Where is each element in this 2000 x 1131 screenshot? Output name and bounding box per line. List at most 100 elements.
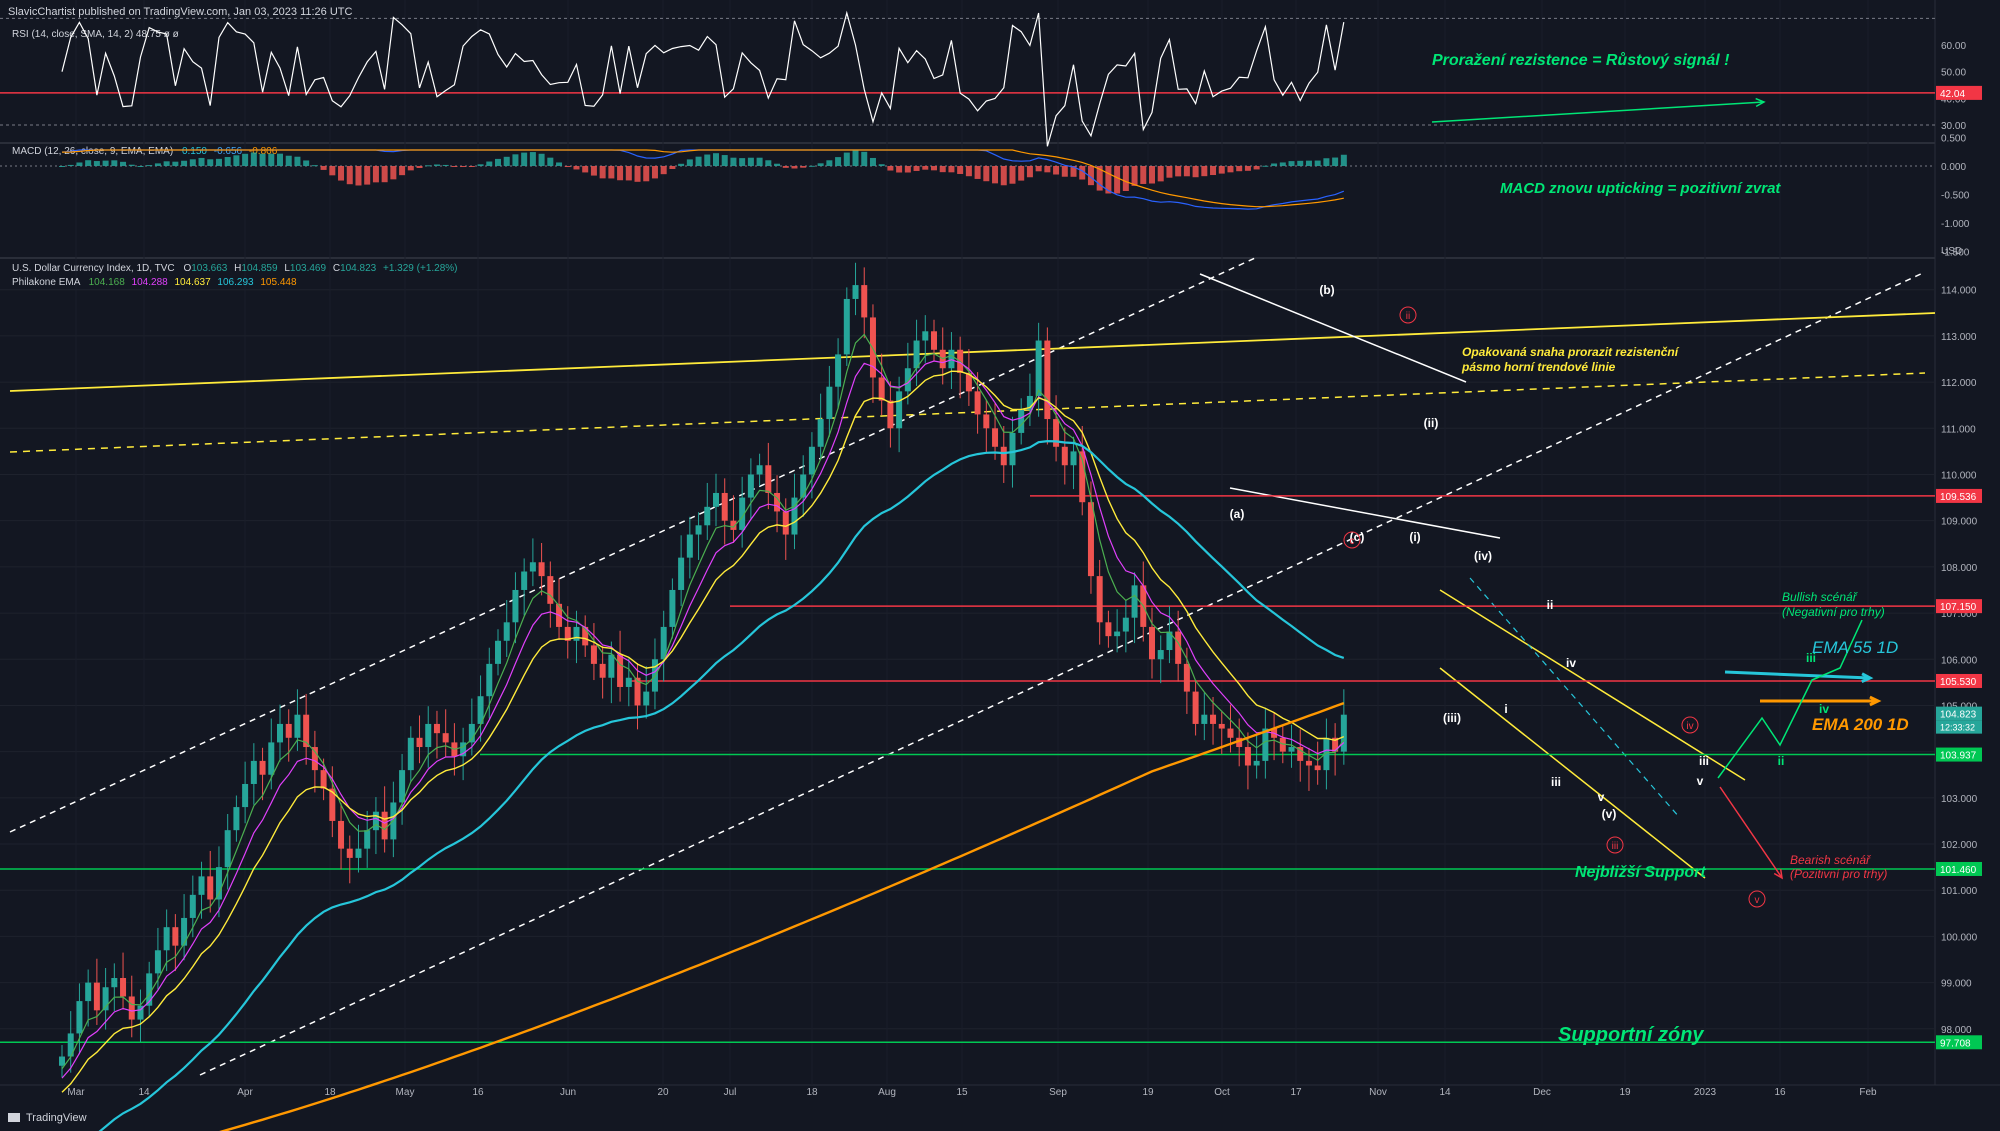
macd-histogram-bar	[791, 166, 798, 169]
macd-histogram-bar	[756, 157, 763, 166]
price-tick-label: 101.000	[1941, 886, 1978, 897]
macd-histogram-bar	[669, 166, 676, 169]
wave-label: (iii)	[1443, 711, 1461, 725]
macd-histogram-bar	[1218, 166, 1225, 174]
macd-histogram-bar	[843, 152, 850, 166]
candle-body	[922, 331, 929, 341]
macd-pane[interactable]: MACD (12, 26, close, 9, EMA, EMA) 0.150 …	[0, 134, 1970, 259]
candle-body	[277, 723, 283, 743]
macd-histogram-bar	[1323, 158, 1330, 166]
time-tick-label: 16	[1774, 1087, 1786, 1098]
currency-label: USD	[1941, 246, 1962, 257]
candle-body	[1183, 663, 1190, 692]
candle-body	[128, 996, 135, 1020]
macd-histogram-bar	[1271, 163, 1278, 166]
price-axis[interactable]: 114.000 113.000 112.000 111.000 110.000 109.0…	[1936, 246, 1982, 1050]
macd-histogram-bar	[1305, 160, 1312, 166]
wedge-dashed	[1469, 577, 1681, 819]
ema-line-cyan	[98, 439, 1345, 1131]
price-tick-label: 107.000	[1941, 609, 1978, 620]
candle-body	[468, 723, 475, 743]
macd-histogram-bar	[189, 159, 196, 166]
macd-histogram-bar	[765, 160, 772, 166]
macd-tick-label: -1.500	[1941, 248, 1970, 259]
time-axis[interactable]: Mar 14 Apr 18 May 16 Jun 20 Jul 18 Aug 15 Sep 19 Oct 17…	[67, 1087, 1877, 1098]
candle-body	[1044, 340, 1051, 420]
wave-label: (ii)	[1424, 416, 1439, 430]
candle-body	[85, 982, 92, 1002]
macd-histogram-bar	[495, 158, 501, 166]
macd-signal-line	[61, 149, 1344, 208]
macd-histogram-bar	[460, 166, 467, 167]
candle-body	[1122, 617, 1129, 632]
macd-histogram-bar	[355, 166, 362, 186]
legend-change: +1.329 (+1.28%)	[383, 263, 458, 274]
time-tick-label: Feb	[1859, 1087, 1877, 1098]
candle-body	[529, 562, 536, 572]
macd-histogram-bar	[311, 165, 318, 167]
macd-histogram-bar	[303, 160, 310, 166]
time-tick-label: Mar	[67, 1087, 85, 1098]
time-tick-label: Nov	[1369, 1087, 1387, 1098]
candle-body	[625, 677, 632, 687]
macd-histogram-bar	[364, 166, 371, 185]
ema-line-orange	[219, 701, 1345, 1131]
macd-histogram-bar	[172, 161, 179, 166]
legend-close: 104.823	[340, 263, 377, 274]
macd-histogram-bar	[250, 152, 257, 166]
macd-histogram-bar	[1201, 166, 1208, 177]
circled-wave-label: ii	[1406, 311, 1410, 322]
rsi-trend-arrow-head	[1755, 97, 1766, 108]
candle-body	[495, 640, 501, 664]
bullish-label-1: Bullish scénář	[1782, 590, 1859, 604]
candle-body	[120, 977, 127, 997]
wave-label: (v)	[1602, 807, 1617, 821]
candle-body	[198, 876, 205, 895]
candle-body	[1340, 714, 1347, 752]
price-label-bg	[1936, 706, 1982, 721]
candle-body	[477, 696, 484, 724]
time-tick-label: Sep	[1049, 1087, 1067, 1098]
candle-body	[721, 492, 728, 521]
time-tick-label: 20	[657, 1087, 669, 1098]
price-tick-label: 114.000	[1941, 286, 1977, 297]
candle-body	[992, 428, 999, 447]
candle-body	[111, 977, 118, 988]
candle-body	[259, 760, 266, 775]
circled-wave-marker	[1399, 306, 1417, 324]
circled-wave-marker	[1343, 531, 1361, 549]
macd-histogram-bar	[1244, 166, 1251, 171]
candle-body	[172, 927, 179, 946]
main-price-pane[interactable]: (a)(b)(c) (i)(ii)(iii)(iv)(v)iiiiiiivviii…	[0, 97, 1936, 1131]
macd-histogram-bar	[599, 166, 606, 179]
ema-legend-name: Philakone EMA	[12, 277, 81, 288]
candle-body	[512, 589, 519, 623]
candle-body	[486, 663, 493, 697]
rsi-pane[interactable]: RSI (14, close, SMA, 14, 2) 48.75 ø ø 60…	[0, 10, 1982, 147]
macd-histogram-bar	[643, 166, 650, 182]
candle-body	[835, 354, 842, 387]
candle-body	[76, 1001, 83, 1034]
time-tick-label: Apr	[237, 1087, 253, 1098]
macd-histogram-bar	[268, 153, 275, 166]
macd-legend-name: MACD (12, 26, close, 9, EMA, EMA)	[12, 146, 173, 157]
macd-histogram-bar	[1166, 166, 1173, 178]
candle-body	[843, 298, 850, 355]
candle-body	[1070, 451, 1077, 466]
candle-body	[1096, 576, 1103, 623]
macd-histogram-bar	[992, 166, 999, 184]
macd-histogram-bar	[1061, 166, 1068, 177]
candle-body	[643, 691, 650, 706]
circled-wave-marker	[1748, 890, 1766, 908]
macd-histogram-bar	[137, 165, 144, 167]
bearish-label-1: Bearish scénář	[1790, 853, 1872, 867]
candle-body	[137, 1005, 144, 1020]
macd-value-2: -0.656	[214, 146, 243, 157]
macd-histogram-bar	[625, 166, 632, 181]
candle-body	[913, 340, 920, 369]
macd-histogram-bar	[146, 165, 153, 167]
candle-body	[93, 982, 100, 1011]
legend-high: 104.859	[241, 263, 278, 274]
macd-histogram-bar	[965, 166, 972, 177]
